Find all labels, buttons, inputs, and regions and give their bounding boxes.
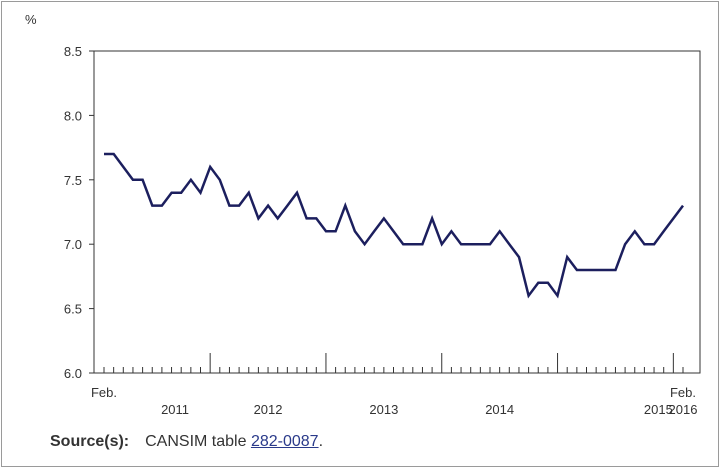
x-year-label: 2013 <box>369 402 398 417</box>
plot-area <box>93 50 701 374</box>
x-start-label: Feb. <box>91 385 117 400</box>
x-year-label: 2016 <box>669 402 698 417</box>
x-year-label: 2015 <box>644 402 673 417</box>
x-year-label: 2011 <box>161 402 189 417</box>
y-tick-label: 7.5 <box>64 173 82 188</box>
source-label: Source(s): <box>50 433 130 450</box>
line-chart: % 6.0 6.5 7.0 7.5 8.0 8.5 Feb. Feb. 2011 2012 2… <box>25 12 701 417</box>
x-year-label: 2014 <box>485 402 514 417</box>
x-end-label: Feb. <box>670 385 696 400</box>
y-tick-label: 6.0 <box>64 366 82 381</box>
source-note: Source(s): CANSIM table 282-0087. <box>50 433 323 451</box>
source-suffix: . <box>318 433 324 450</box>
x-year-label: 2012 <box>254 402 283 417</box>
y-tick-label: 6.5 <box>64 302 82 317</box>
cansim-table-link[interactable]: 282-0087 <box>250 433 319 450</box>
y-tick-label: 8.0 <box>64 108 82 123</box>
y-tick-label: 8.5 <box>64 44 82 59</box>
source-text: CANSIM table <box>145 433 251 450</box>
y-axis-unit-label: % <box>25 12 37 27</box>
y-tick-label: 7.0 <box>64 237 82 252</box>
series-line <box>104 152 685 299</box>
